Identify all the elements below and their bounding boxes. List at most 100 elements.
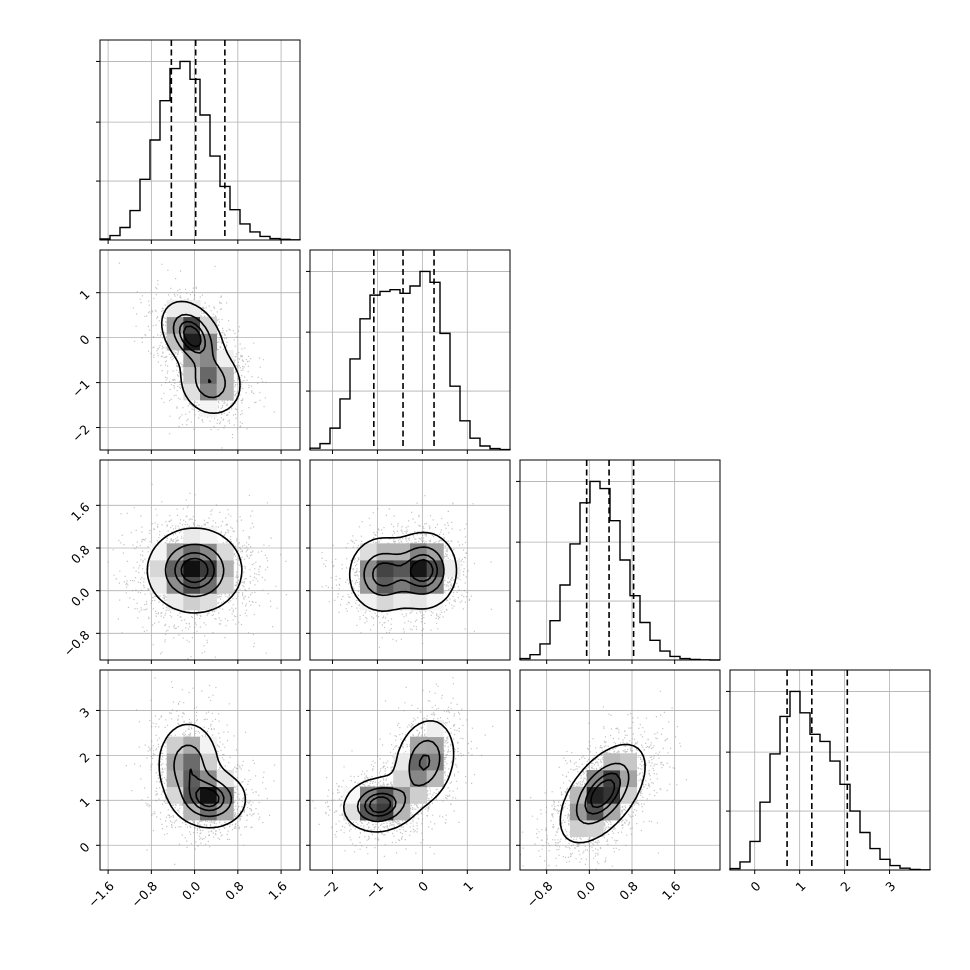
contour-1-3-0 bbox=[343, 720, 455, 833]
density-block bbox=[426, 770, 444, 788]
x-tick-label-3-3: 3 bbox=[882, 878, 898, 894]
density-block bbox=[200, 366, 218, 384]
density-block bbox=[183, 770, 201, 788]
density-block bbox=[443, 560, 461, 578]
contour-0-1-2 bbox=[178, 320, 212, 384]
density-block bbox=[343, 803, 361, 821]
histogram-panel-1 bbox=[306, 249, 511, 451]
density-block bbox=[393, 786, 411, 804]
histogram-step-3 bbox=[729, 690, 931, 871]
x-tick-label-0-3: 0.8 bbox=[222, 878, 247, 903]
y-tick-label-2-3: 1.6 bbox=[68, 499, 93, 524]
ticks-1-2 bbox=[306, 504, 468, 664]
y-tick-label-2-0: −0.8 bbox=[61, 627, 93, 659]
histogram-panel-2 bbox=[516, 459, 721, 661]
density-block bbox=[216, 770, 234, 788]
density-block bbox=[426, 720, 444, 738]
density-block bbox=[183, 300, 201, 318]
contour-1-3-2 bbox=[364, 754, 431, 817]
contour-2-3-3 bbox=[590, 779, 616, 809]
density-block bbox=[216, 350, 234, 368]
density-block bbox=[200, 400, 218, 418]
contour-0-1-1 bbox=[172, 313, 226, 399]
y-tick-label-3-0: 0 bbox=[76, 839, 92, 855]
panel-content-1-2 bbox=[310, 460, 510, 660]
x-tick-label-2-3: 1.6 bbox=[659, 878, 684, 903]
density-block bbox=[200, 736, 218, 754]
density-block bbox=[150, 560, 168, 578]
density-block bbox=[570, 820, 588, 838]
contour-1-3-3 bbox=[368, 796, 392, 814]
density-block bbox=[620, 786, 638, 804]
panel-content-2-3 bbox=[520, 670, 720, 870]
contour-0-3-1 bbox=[173, 744, 233, 818]
density-block bbox=[393, 560, 411, 578]
scatter-panel-1-3 bbox=[309, 669, 511, 871]
density-block bbox=[183, 366, 201, 384]
x-tick-label-1-3: 1 bbox=[460, 878, 476, 894]
y-tick-label-1-2: 0 bbox=[76, 332, 92, 348]
density-block bbox=[183, 786, 201, 804]
panel-frame-0-2 bbox=[99, 459, 301, 661]
contour-0-2-1 bbox=[164, 543, 225, 598]
ticks-3-3 bbox=[754, 870, 891, 874]
contour-1-2-2 bbox=[372, 553, 439, 588]
density-block bbox=[150, 576, 168, 594]
panel-frame-2-3 bbox=[519, 669, 721, 871]
ticks-0-3 bbox=[96, 709, 282, 874]
density-block bbox=[586, 803, 604, 821]
y-tick-label-2-2: 0.8 bbox=[68, 542, 93, 567]
x-tick-label-0-0: −1.6 bbox=[85, 878, 117, 910]
density-block bbox=[166, 770, 184, 788]
x-tick-label-3-1: 1 bbox=[792, 878, 808, 894]
contour-0-3-2 bbox=[188, 768, 225, 812]
scatter-panel-1-2 bbox=[309, 459, 511, 661]
density-block bbox=[183, 383, 201, 401]
x-tick-label-1-0: −2 bbox=[318, 878, 342, 902]
y-tick-label-3-2: 2 bbox=[76, 749, 92, 765]
contour-0-3-0 bbox=[158, 723, 247, 829]
contour-1-2-1 bbox=[363, 546, 445, 597]
density-block bbox=[393, 803, 411, 821]
y-tick-label-3-1: 1 bbox=[76, 794, 92, 810]
x-tick-label-2-1: 0.0 bbox=[574, 878, 599, 903]
panel-content-0-2 bbox=[100, 460, 300, 660]
contour-1-3-1 bbox=[356, 739, 441, 823]
density-block bbox=[410, 786, 428, 804]
density-block bbox=[360, 593, 378, 611]
density-block bbox=[166, 736, 184, 754]
x-tick-label-0-4: 1.6 bbox=[265, 878, 290, 903]
histogram-panel-0 bbox=[96, 39, 301, 241]
ticks-0-0 bbox=[107, 240, 282, 244]
ticks-1-3 bbox=[306, 709, 468, 874]
density-block bbox=[586, 770, 604, 788]
y-tick-label-1-0: −2 bbox=[69, 422, 93, 446]
density-block bbox=[166, 576, 184, 594]
contour-1-2-3 bbox=[409, 558, 434, 583]
density-block bbox=[603, 753, 621, 771]
histogram-frame-3 bbox=[729, 669, 931, 871]
x-tick-label-0-2: 0.0 bbox=[179, 878, 204, 903]
density-block bbox=[376, 786, 394, 804]
histogram-step-1 bbox=[309, 270, 511, 451]
panel-content-1-3 bbox=[310, 670, 510, 870]
density-block bbox=[200, 543, 218, 561]
density-block bbox=[200, 576, 218, 594]
ticks-0-1 bbox=[96, 292, 282, 454]
density-block bbox=[183, 803, 201, 821]
density-block bbox=[410, 770, 428, 788]
ticks-1-1 bbox=[331, 450, 468, 454]
contour-2-3-2 bbox=[584, 772, 622, 815]
density-block bbox=[393, 593, 411, 611]
density-block bbox=[426, 593, 444, 611]
density-block bbox=[410, 593, 428, 611]
panel-frame-1-2 bbox=[309, 459, 511, 661]
density-block bbox=[216, 543, 234, 561]
panel-frame-1-3 bbox=[309, 669, 511, 871]
panel-content-0-1 bbox=[100, 250, 300, 450]
ticks-2-3 bbox=[516, 709, 676, 874]
contour-0-3-3 bbox=[195, 787, 220, 808]
density-block bbox=[603, 770, 621, 788]
density-block bbox=[183, 543, 201, 561]
